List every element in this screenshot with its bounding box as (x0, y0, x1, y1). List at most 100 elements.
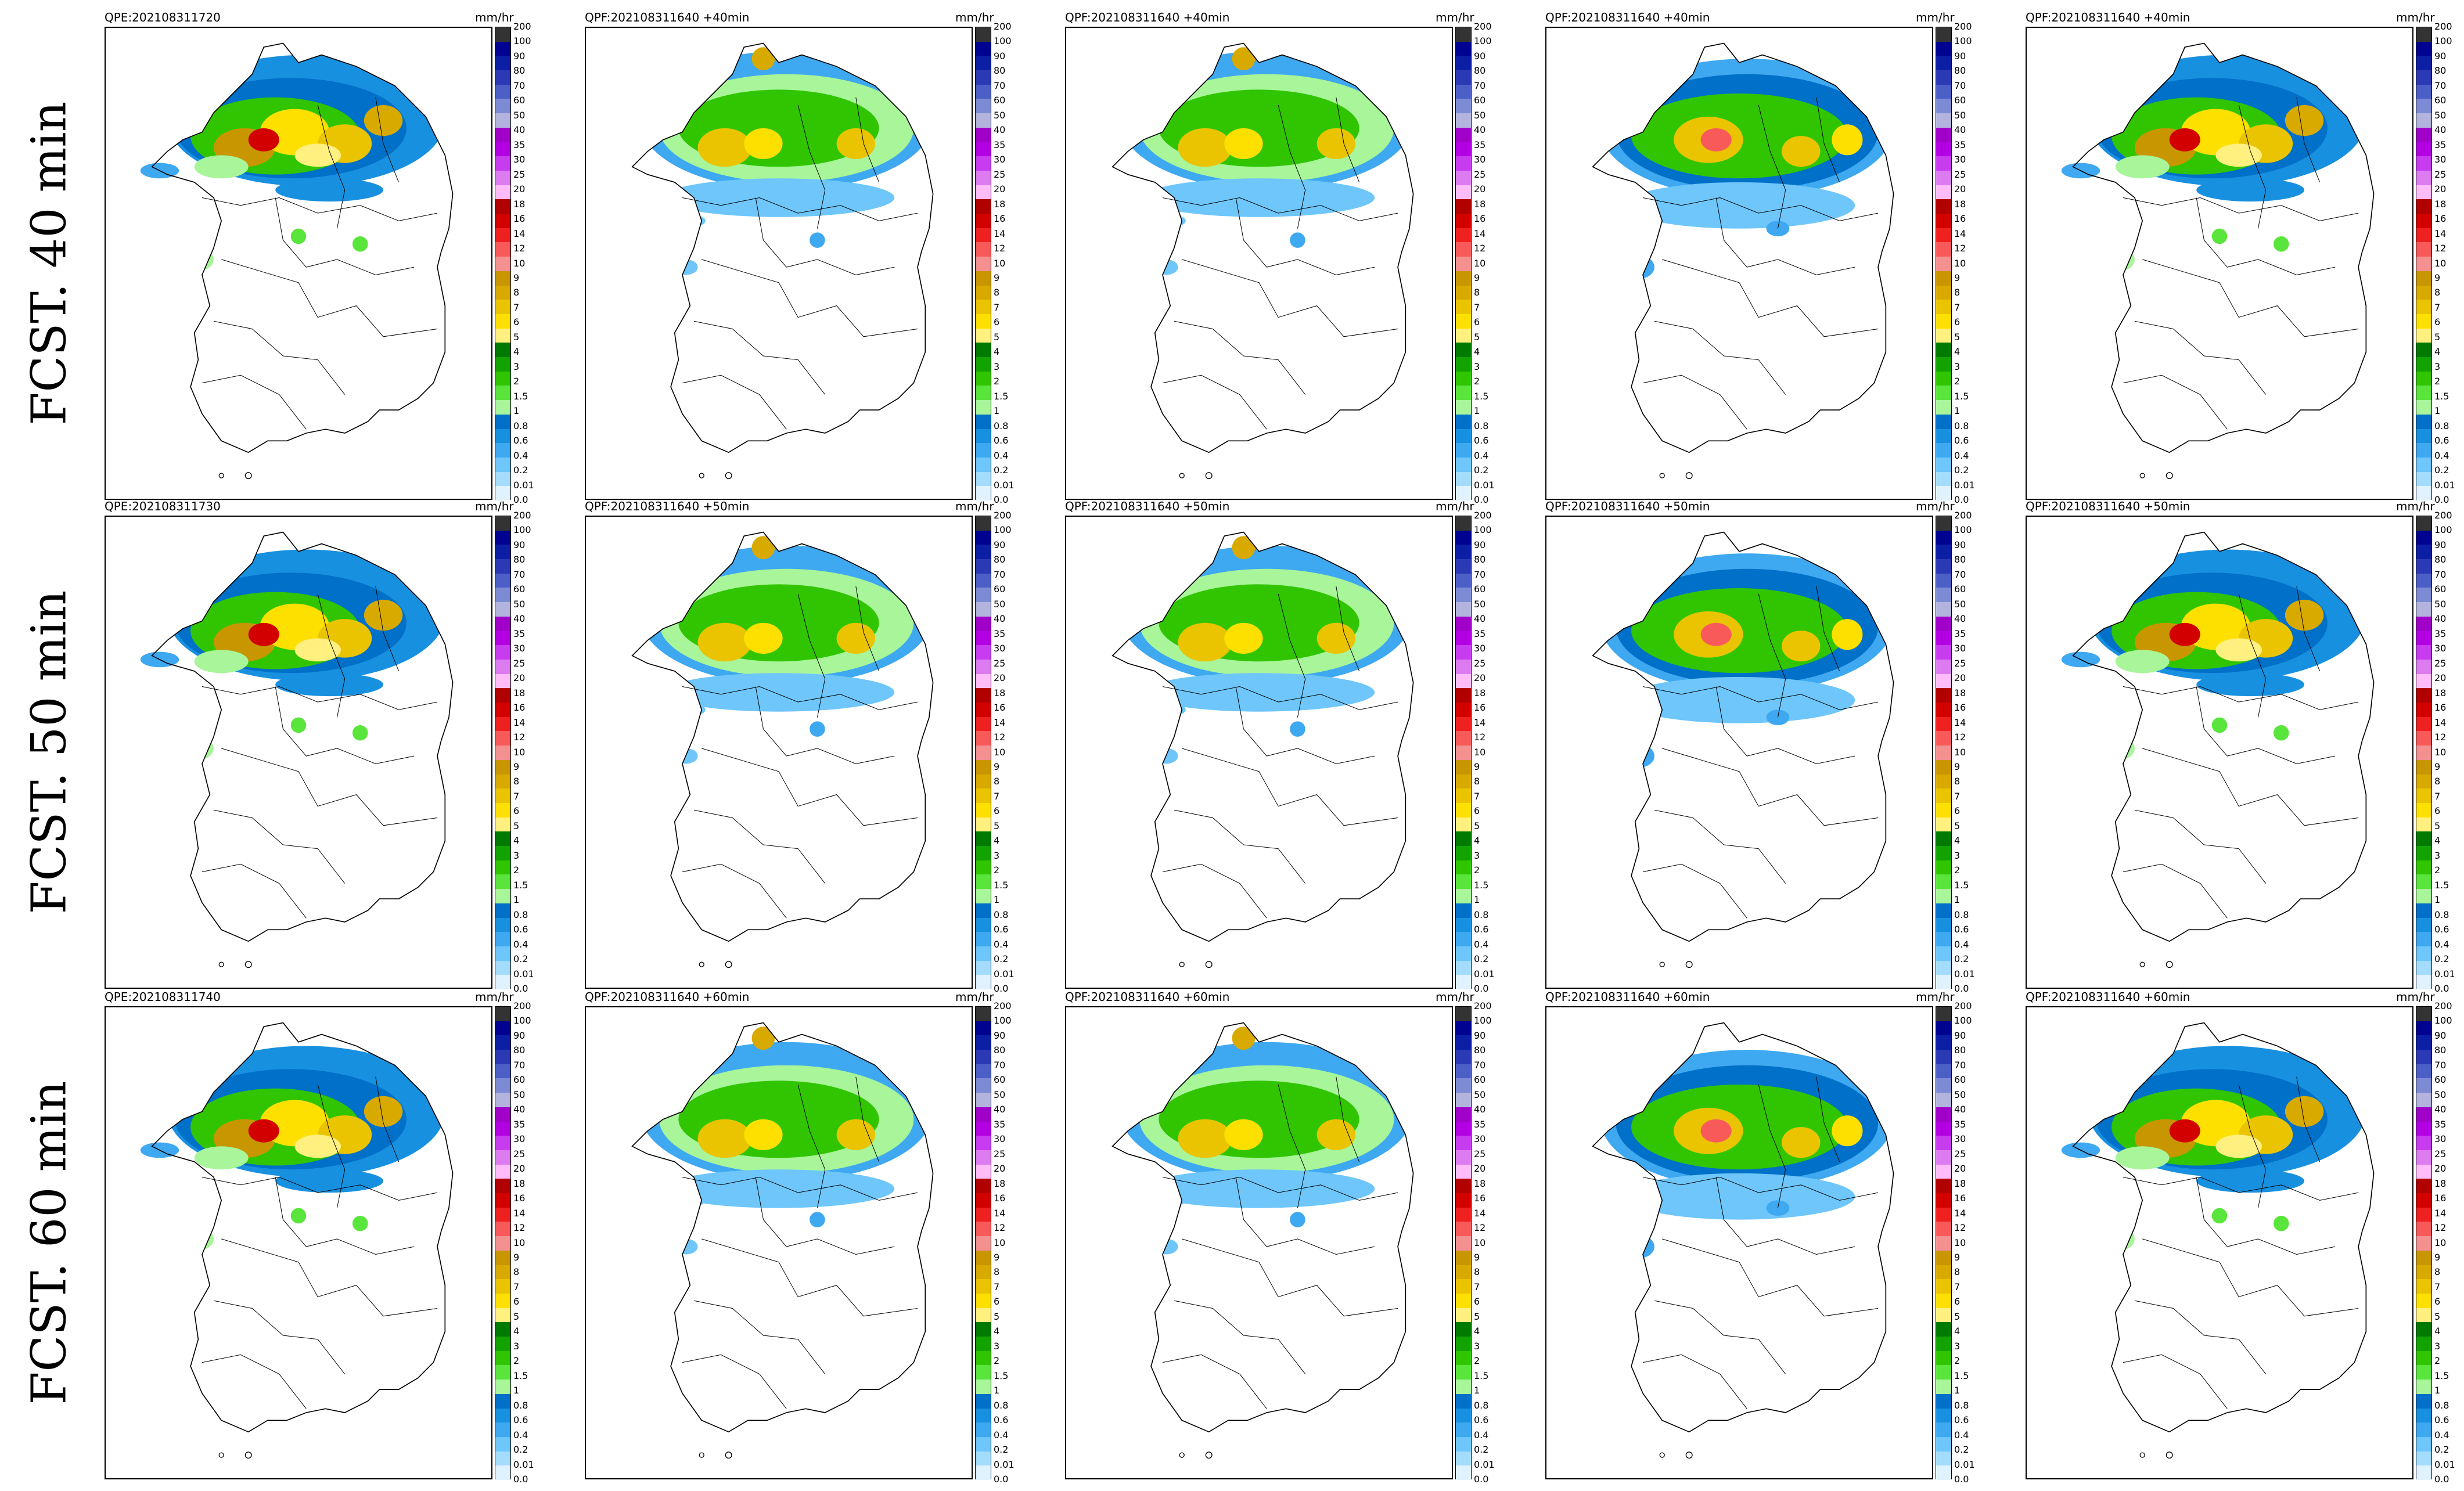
colorbar (1455, 516, 1472, 990)
colorbar-segment (2416, 70, 2431, 85)
province-border (682, 197, 918, 221)
island (1205, 472, 1213, 480)
rain-cell (1154, 748, 1178, 764)
colorbar-tick-label: 0.8 (1954, 420, 1969, 431)
colorbar-segment (976, 257, 991, 272)
colorbar-segment (1456, 1050, 1471, 1065)
colorbar-tick-label: 5 (513, 1310, 520, 1322)
province-border (375, 586, 400, 672)
province-border (702, 259, 918, 337)
rain-cell (697, 128, 752, 167)
colorbar-tick-label: 6 (1954, 316, 1961, 328)
colorbar-segment (976, 214, 991, 229)
rain-cell (2285, 599, 2324, 631)
colorbar-tick-label: 10 (1954, 1237, 1966, 1248)
colorbar-tick-label: 100 (2434, 1015, 2452, 1027)
colorbar-segment (1936, 573, 1951, 588)
colorbar-segment (976, 371, 991, 386)
province-border (2296, 97, 2321, 183)
map-panel: QPF:202108311640 +40min mm/hr 200 100 90 80 70… (1065, 10, 1506, 512)
colorbar-segment (976, 1350, 991, 1366)
colorbar-tick-label: 8 (513, 776, 520, 787)
rain-cell (1224, 128, 1263, 160)
colorbar-segment (1456, 1322, 1471, 1337)
colorbar-segment (1936, 1121, 1951, 1136)
rain-cell (810, 232, 825, 248)
colorbar-segment (1936, 328, 1951, 343)
colorbar-segment (2416, 731, 2431, 746)
province-border (221, 259, 438, 337)
colorbar-tick-label: 0.01 (994, 968, 1015, 979)
colorbar-tick-label: 200 (1954, 1000, 1972, 1011)
colorbar-tick-label: 1 (994, 1385, 1000, 1396)
rain-cell (836, 622, 875, 654)
colorbar-segment (976, 1136, 991, 1151)
rain-cell (1766, 710, 1790, 725)
colorbar-segment (2416, 616, 2431, 632)
colorbar-tick-label: 1 (1954, 894, 1961, 906)
colorbar-tick-label: 90 (994, 539, 1006, 550)
island (218, 961, 224, 967)
colorbar-segment (2416, 516, 2431, 531)
colorbar-tick-label: 1.5 (1474, 390, 1489, 402)
colorbar-segment (495, 471, 510, 487)
colorbar-segment (495, 400, 510, 415)
colorbar-segment (1456, 343, 1471, 358)
colorbar-tick-label: 200 (2434, 1000, 2452, 1011)
colorbar-segment (1936, 960, 1951, 975)
colorbar-tick-label: 20 (1474, 1163, 1486, 1175)
colorbar-segment (2416, 214, 2431, 229)
island (2166, 1452, 2173, 1459)
province-border (1715, 197, 1855, 275)
rain-cell (2115, 155, 2170, 179)
rain-cell (2273, 236, 2289, 252)
colorbar-segment (1456, 156, 1471, 171)
island (2139, 961, 2145, 967)
colorbar-segment (976, 1193, 991, 1208)
province-border (682, 1176, 918, 1201)
colorbar-segment (495, 616, 510, 632)
colorbar-tick-label: 25 (2434, 168, 2447, 180)
province-border (2134, 1300, 2267, 1374)
map-panel: QPF:202108311640 +60min mm/hr 200 100 90 80 70… (1065, 990, 1506, 1491)
colorbar-tick-label: 9 (994, 761, 1000, 772)
colorbar-segment (1936, 1222, 1951, 1237)
colorbar-tick-label: 0.6 (994, 1414, 1009, 1426)
colorbar-tick-label: 8 (1954, 1266, 1961, 1278)
map-svg (2061, 42, 2375, 480)
colorbar-tick-label: 200 (994, 1000, 1012, 1011)
rain-cell (663, 178, 895, 217)
colorbar-segment (495, 817, 510, 832)
colorbar-tick-label: 0.01 (513, 479, 534, 491)
colorbar-tick-label: 14 (1954, 716, 1966, 728)
colorbar-tick-label: 2 (2434, 1355, 2441, 1367)
rain-cell (294, 1135, 341, 1158)
unit-label: mm/hr (1436, 10, 1474, 24)
rain-cell (1224, 1119, 1263, 1150)
province-border (755, 686, 895, 764)
colorbar-tick-label: 4 (513, 835, 520, 847)
colorbar-segment (976, 1293, 991, 1309)
colorbar-segment (1456, 1078, 1471, 1093)
colorbar-tick-label: 18 (513, 198, 526, 210)
map-panel: QPF:202108311640 +50min mm/hr 200 100 90 80 70… (2026, 499, 2464, 1000)
colorbar-tick-label: 80 (513, 554, 526, 566)
colorbar-segment (2416, 127, 2431, 143)
colorbar-tick-label: 16 (513, 702, 526, 714)
colorbar-tick-label: 50 (1474, 598, 1486, 610)
colorbar-tick-label: 3 (2434, 361, 2441, 372)
colorbar-segment (1456, 1422, 1471, 1438)
colorbar-tick-label: 12 (2434, 732, 2447, 743)
colorbar-tick-label: 9 (513, 1251, 520, 1263)
island (1179, 1452, 1185, 1458)
unit-label: mm/hr (955, 499, 994, 513)
colorbar-segment (1936, 1380, 1951, 1395)
colorbar-segment (1456, 1150, 1471, 1165)
colorbar-segment (976, 1093, 991, 1108)
colorbar-segment (976, 831, 991, 847)
colorbar-tick-label: 60 (1954, 584, 1966, 595)
colorbar-tick-label: 80 (1474, 1045, 1486, 1056)
colorbar-tick-label: 0.4 (513, 449, 528, 461)
province-border (1642, 1354, 1747, 1409)
colorbar-tick-label: 6 (1474, 316, 1480, 328)
